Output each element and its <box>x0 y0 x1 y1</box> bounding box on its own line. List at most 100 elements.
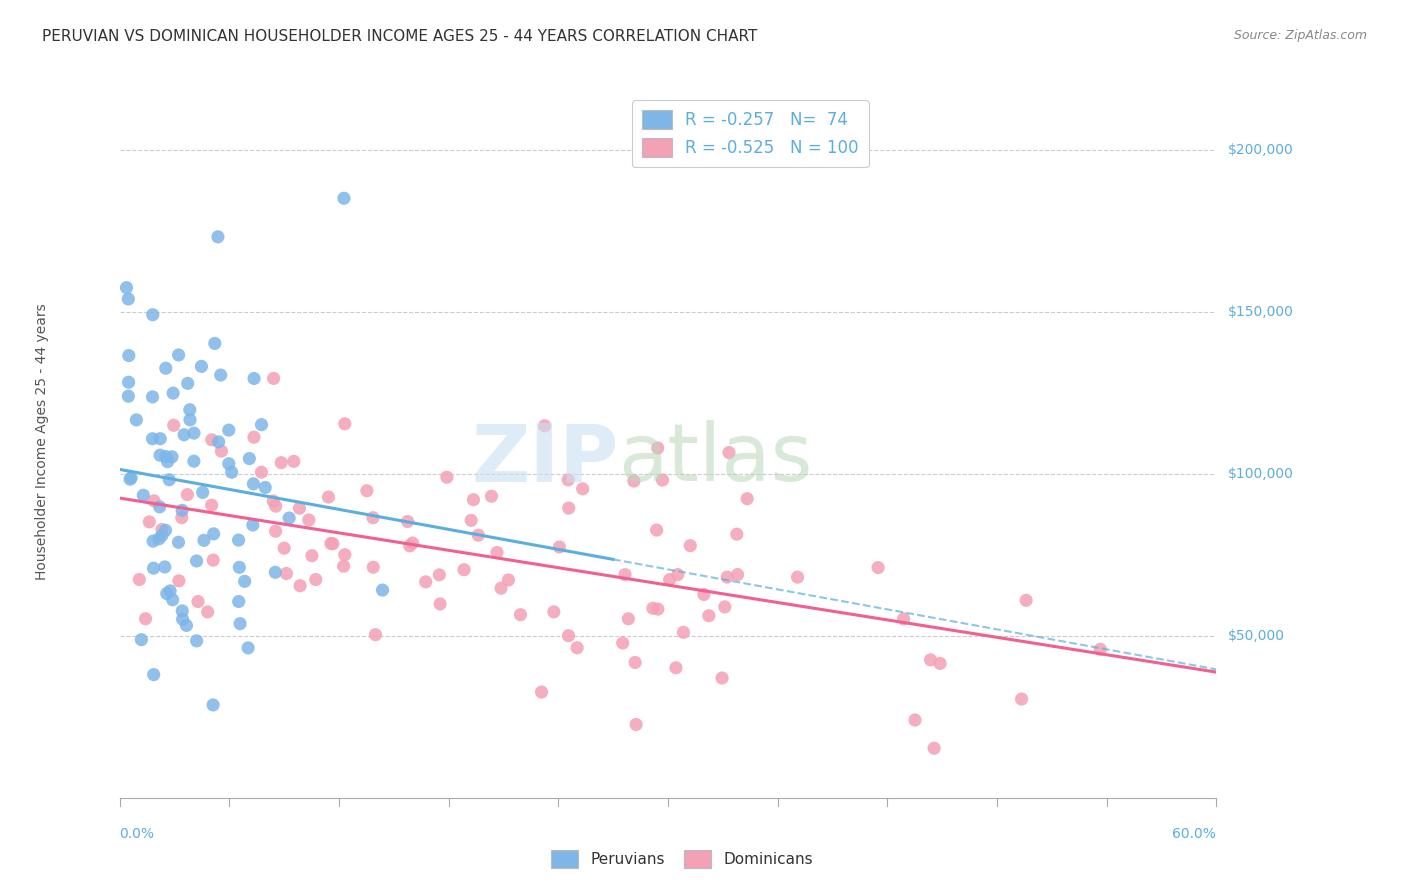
Point <box>436 470 458 484</box>
Point <box>718 445 741 459</box>
Point <box>118 349 141 363</box>
Point <box>176 487 198 501</box>
Point <box>207 434 229 449</box>
Point <box>264 524 287 539</box>
Point <box>250 465 273 479</box>
Point <box>149 500 172 514</box>
Text: 60.0%: 60.0% <box>1173 827 1216 841</box>
Point <box>242 476 264 491</box>
Point <box>415 574 437 589</box>
Point <box>186 633 208 648</box>
Point <box>162 592 184 607</box>
Point <box>647 602 669 616</box>
Point <box>398 539 420 553</box>
Point <box>125 413 148 427</box>
Point <box>128 573 150 587</box>
Point <box>333 548 356 562</box>
Point <box>614 567 637 582</box>
Text: PERUVIAN VS DOMINICAN HOUSEHOLDER INCOME AGES 25 - 44 YEARS CORRELATION CHART: PERUVIAN VS DOMINICAN HOUSEHOLDER INCOME… <box>42 29 758 44</box>
Point <box>183 454 205 468</box>
Point <box>429 597 451 611</box>
Point <box>679 539 702 553</box>
Point <box>117 292 139 306</box>
Point <box>672 625 695 640</box>
Point <box>509 607 531 622</box>
Point <box>624 656 647 670</box>
Point <box>218 423 240 437</box>
Text: Householder Income Ages 25 - 44 years: Householder Income Ages 25 - 44 years <box>35 303 49 580</box>
Point <box>141 432 163 446</box>
Point <box>651 473 673 487</box>
Point <box>117 376 139 390</box>
Point <box>301 549 323 563</box>
Text: $200,000: $200,000 <box>1227 143 1294 157</box>
Point <box>150 523 173 537</box>
Point <box>711 671 734 685</box>
Point <box>157 473 180 487</box>
Point <box>250 417 273 432</box>
Point <box>155 361 177 376</box>
Point <box>305 573 328 587</box>
Point <box>173 427 195 442</box>
Point <box>498 573 520 587</box>
Point <box>371 582 394 597</box>
Point <box>167 535 190 549</box>
Legend: Peruvians, Dominicans: Peruvians, Dominicans <box>546 844 818 873</box>
Point <box>229 616 252 631</box>
Point <box>159 583 181 598</box>
Point <box>929 657 952 671</box>
Point <box>283 454 305 468</box>
Point <box>318 490 340 504</box>
Point <box>467 528 489 542</box>
Point <box>904 713 927 727</box>
Point <box>264 566 287 580</box>
Point <box>207 230 229 244</box>
Point <box>238 451 260 466</box>
Point <box>489 581 512 595</box>
Point <box>179 413 201 427</box>
Point <box>697 608 720 623</box>
Point <box>148 532 170 546</box>
Point <box>209 368 232 382</box>
Text: atlas: atlas <box>619 420 813 499</box>
Point <box>193 533 215 548</box>
Point <box>565 640 588 655</box>
Text: 0.0%: 0.0% <box>120 827 155 841</box>
Point <box>481 489 503 503</box>
Point <box>163 418 186 433</box>
Point <box>176 618 198 632</box>
Point <box>176 376 198 391</box>
Point <box>138 515 160 529</box>
Point <box>868 560 890 574</box>
Point <box>115 280 138 294</box>
Point <box>155 450 177 464</box>
Point <box>187 594 209 608</box>
Point <box>202 698 225 712</box>
Point <box>714 599 737 614</box>
Point <box>132 488 155 502</box>
Point <box>228 560 250 574</box>
Point <box>242 518 264 533</box>
Point <box>453 563 475 577</box>
Point <box>693 587 716 601</box>
Point <box>1090 642 1112 657</box>
Point <box>131 632 153 647</box>
Point <box>201 433 224 447</box>
Text: $50,000: $50,000 <box>1227 629 1285 643</box>
Point <box>322 537 344 551</box>
Point <box>298 513 321 527</box>
Point <box>202 553 225 567</box>
Point <box>228 594 250 608</box>
Text: $150,000: $150,000 <box>1227 305 1294 318</box>
Point <box>333 191 356 205</box>
Point <box>155 523 177 537</box>
Point <box>134 612 156 626</box>
Point <box>243 371 266 385</box>
Point <box>117 389 139 403</box>
Point <box>236 640 259 655</box>
Point <box>149 432 172 446</box>
Point <box>197 605 219 619</box>
Point <box>658 573 681 587</box>
Point <box>142 308 165 322</box>
Point <box>170 510 193 524</box>
